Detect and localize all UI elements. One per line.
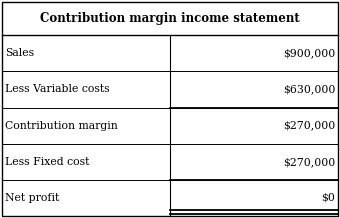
Text: Sales: Sales <box>5 48 34 58</box>
Text: Less Variable costs: Less Variable costs <box>5 84 109 94</box>
Text: Contribution margin income statement: Contribution margin income statement <box>40 12 300 25</box>
Text: $630,000: $630,000 <box>283 84 335 94</box>
Text: Less Fixed cost: Less Fixed cost <box>5 157 89 167</box>
Text: Contribution margin: Contribution margin <box>5 121 118 131</box>
Text: $270,000: $270,000 <box>283 157 335 167</box>
Text: $0: $0 <box>321 193 335 203</box>
Text: Net profit: Net profit <box>5 193 59 203</box>
Text: $900,000: $900,000 <box>283 48 335 58</box>
Text: $270,000: $270,000 <box>283 121 335 131</box>
